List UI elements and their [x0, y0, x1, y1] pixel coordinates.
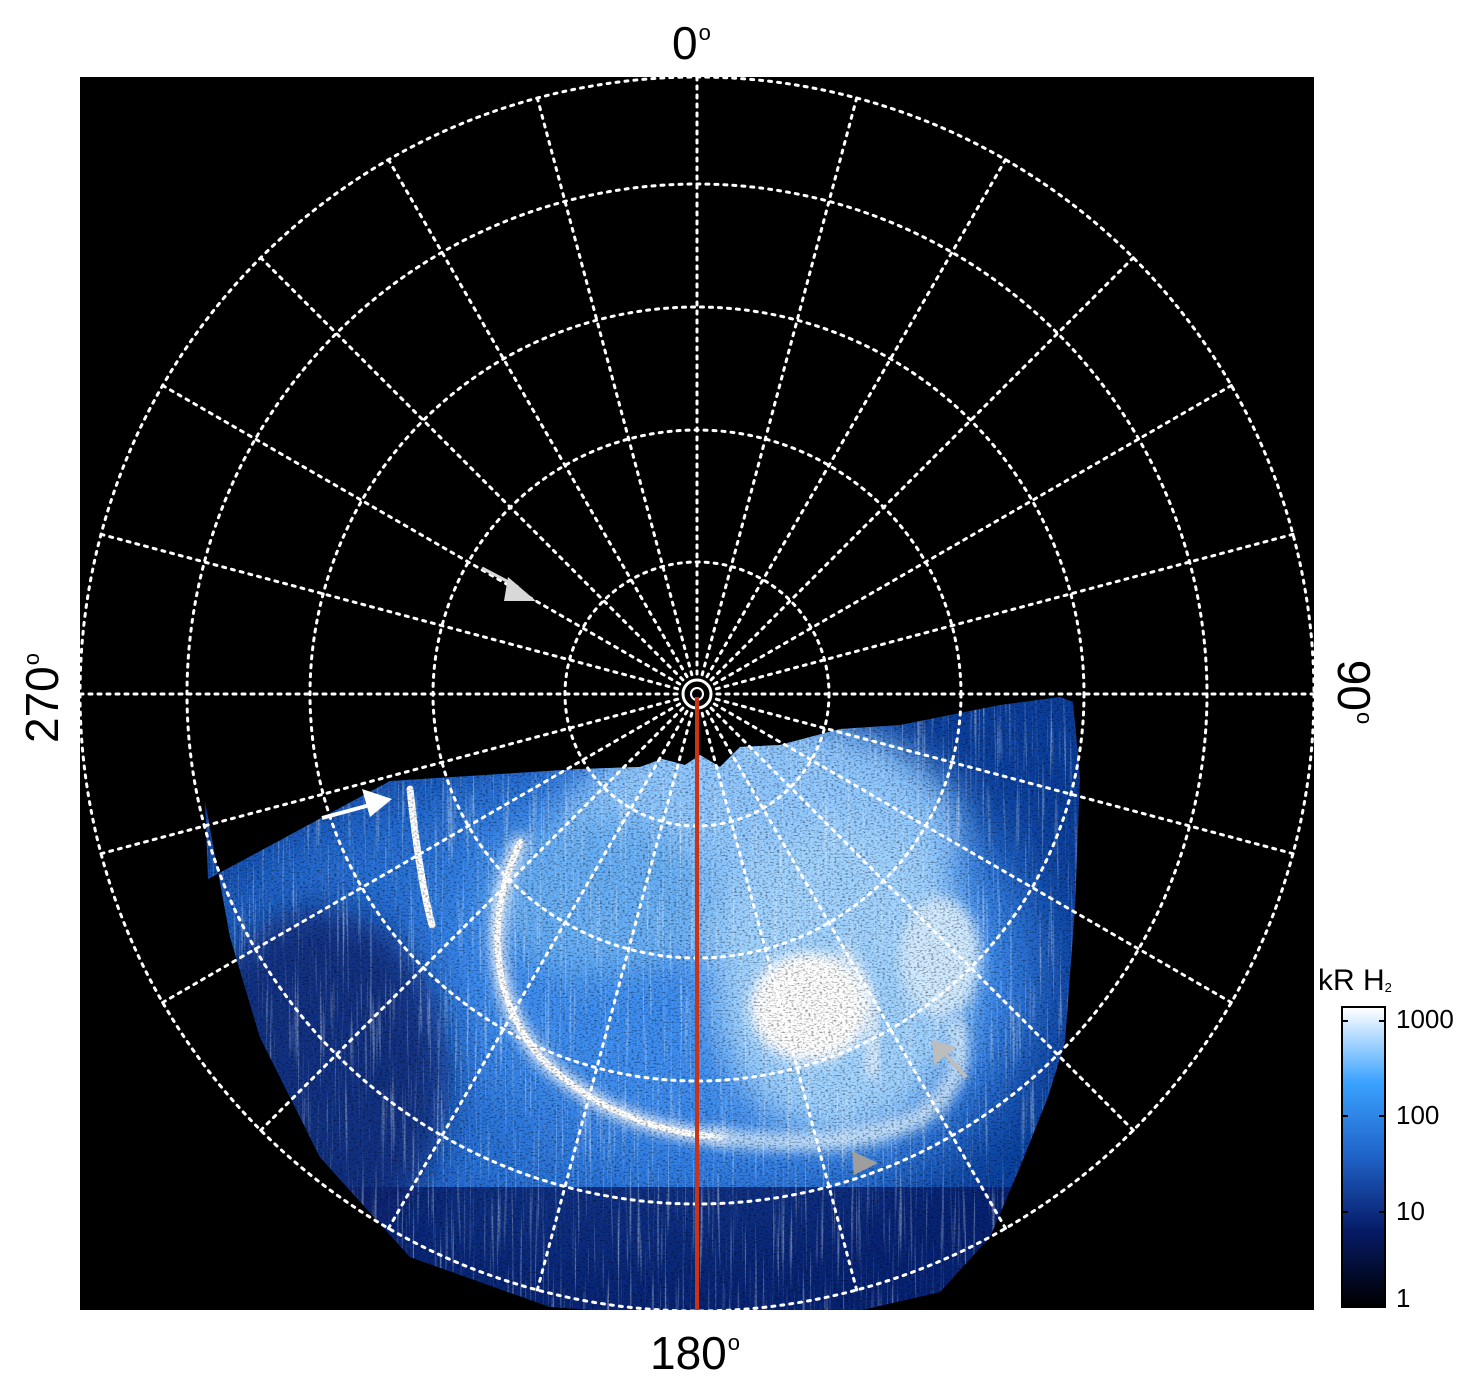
polar-projection-image	[80, 77, 1314, 1310]
colorbar-tick-10	[1341, 1211, 1386, 1213]
label-270-degrees: 270o	[16, 653, 68, 743]
colorbar-label-100: 100	[1396, 1100, 1440, 1130]
label-0-degrees: 0o	[672, 17, 711, 69]
colorbar-label-1: 1	[1396, 1283, 1411, 1313]
arrow-grey-right	[932, 1040, 968, 1079]
grid-spoke	[535, 96, 694, 677]
grid-spoke	[700, 711, 859, 1292]
grid-spoke	[535, 711, 694, 1292]
grid-spoke	[387, 709, 689, 1230]
arrow-white-left	[321, 789, 392, 820]
grid-spoke	[714, 697, 1295, 856]
grid-spoke	[705, 158, 1007, 679]
colorbar-label-10: 10	[1396, 1196, 1425, 1226]
colorbar-title: kR H2	[1318, 964, 1392, 997]
colorbar-label-1000: 1000	[1396, 1004, 1454, 1034]
colorbar-tick-100	[1341, 1115, 1386, 1117]
arrow-grey-bottom	[852, 1151, 878, 1175]
grid-spoke	[714, 532, 1295, 691]
grid-spoke	[712, 702, 1233, 1004]
label-90-degrees: 90o	[1328, 659, 1380, 725]
polar-grid	[80, 77, 1314, 1310]
grid-spoke	[700, 96, 859, 677]
grid-spoke	[259, 256, 685, 682]
colorbar	[1341, 1006, 1386, 1308]
grid-spoke	[99, 697, 680, 856]
grid-spoke	[259, 706, 685, 1132]
grid-spoke	[161, 384, 682, 686]
arrow-grey-upper	[481, 566, 536, 601]
grid-spoke	[161, 702, 682, 1004]
grid-spoke	[712, 384, 1233, 686]
colorbar-tick-1000	[1341, 1020, 1386, 1022]
grid-spoke	[705, 709, 1007, 1230]
grid-spoke	[709, 706, 1135, 1132]
grid-spoke	[709, 256, 1135, 682]
grid-spoke	[99, 532, 680, 691]
label-180-degrees: 180o	[650, 1327, 740, 1379]
grid-spoke	[387, 158, 689, 679]
